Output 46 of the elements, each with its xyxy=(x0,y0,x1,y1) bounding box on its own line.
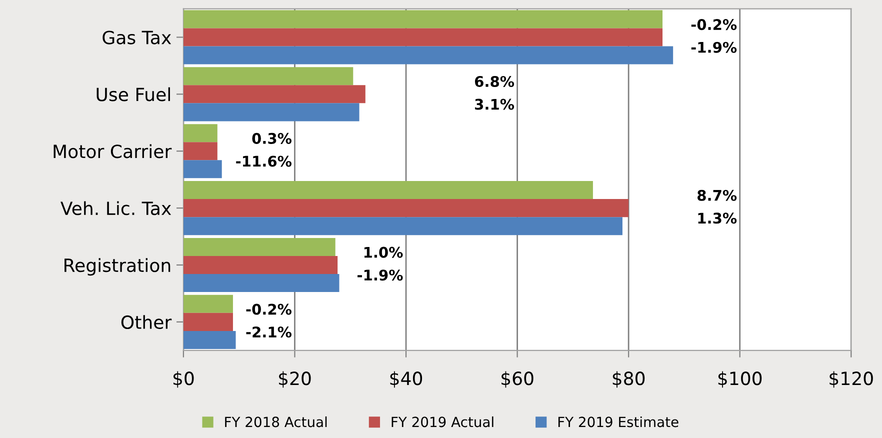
y-tick-label: Motor Carrier xyxy=(54,144,172,158)
bar xyxy=(183,124,218,142)
annotation: 3.1% xyxy=(475,98,514,110)
annotation: -1.9% xyxy=(691,42,737,53)
bar xyxy=(183,181,593,200)
y-tick-label: Gas Tax xyxy=(102,30,172,44)
bar xyxy=(183,312,233,331)
y-tick-label: Other xyxy=(121,315,172,330)
x-tick-label: $20 xyxy=(279,371,311,388)
annotation: -2.1% xyxy=(246,326,292,338)
bar xyxy=(183,217,622,236)
x-tick-label: $80 xyxy=(612,371,645,388)
bar xyxy=(183,199,629,218)
annotation: 8.7% xyxy=(698,190,737,201)
x-tick-label: $60 xyxy=(502,371,534,388)
bar xyxy=(183,238,336,256)
bar xyxy=(183,85,366,104)
annotation: 1.0% xyxy=(364,246,403,258)
legend-label: FY 2019 Actual xyxy=(392,416,494,428)
bar xyxy=(183,256,338,274)
annotation: 1.3% xyxy=(698,212,737,224)
bar xyxy=(183,330,236,349)
bar xyxy=(183,46,674,64)
annotation: 0.3% xyxy=(252,132,292,144)
bar xyxy=(183,10,663,28)
annotation: -11.6% xyxy=(236,156,292,167)
legend-label: FY 2019 Estimate xyxy=(558,416,678,428)
bar xyxy=(183,67,354,86)
annotation: -0.2% xyxy=(246,304,292,315)
y-tick-label: Registration xyxy=(64,258,170,276)
x-tick-label: $40 xyxy=(390,371,422,388)
x-tick-label: $100 xyxy=(718,371,762,388)
annotation: 6.8% xyxy=(474,76,514,88)
y-tick-label: Veh. Lic. Tax xyxy=(60,201,172,216)
bar xyxy=(183,160,222,178)
y-tick-label: Use Fuel xyxy=(96,87,170,102)
bar xyxy=(183,103,360,122)
bar xyxy=(183,142,218,160)
annotation: -1.9% xyxy=(358,270,403,281)
annotation: -0.2% xyxy=(691,19,737,30)
x-tick-label: $0 xyxy=(173,371,194,388)
bar xyxy=(183,274,340,292)
x-tick-label: $120 xyxy=(830,371,873,388)
bar xyxy=(183,28,663,46)
bar xyxy=(183,294,233,313)
legend-label: FY 2018 Actual xyxy=(225,416,327,428)
